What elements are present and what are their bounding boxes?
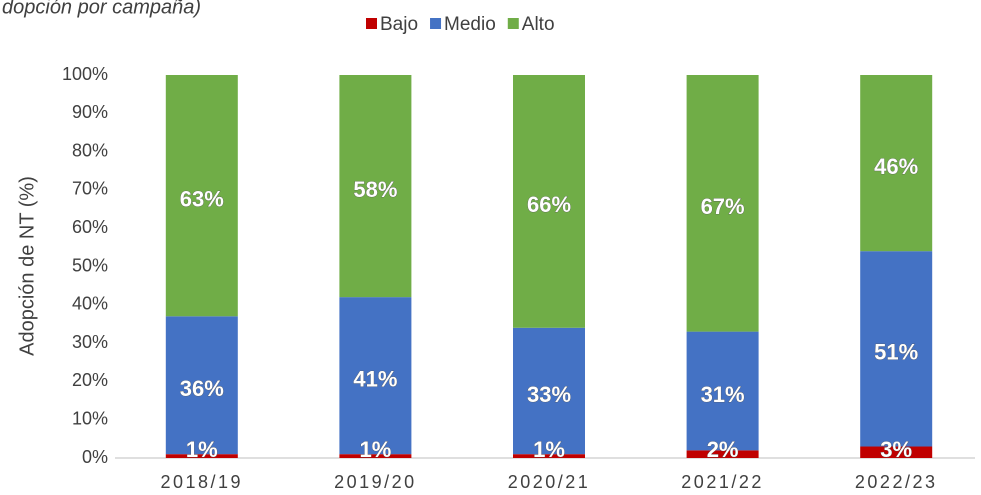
data-label: 41% [353,366,397,391]
bar-segment [686,331,759,451]
y-tick-label: 40% [72,294,108,314]
data-label: 66% [527,192,571,217]
y-tick-label: 20% [72,370,108,390]
bar-segment [165,454,238,458]
legend-label: Bajo [380,14,418,35]
data-label: 67% [701,194,745,219]
bar-segment [513,327,585,455]
bar-segment [339,454,412,458]
legend-label: Medio [444,14,496,35]
y-tick-label: 90% [72,102,108,122]
x-tick-label: 2018/19 [161,472,244,492]
y-tick-label: 0% [82,447,108,467]
bar-segment [860,75,933,252]
y-tick-label: 80% [72,140,108,160]
data-label: 63% [180,186,224,211]
x-tick-label: 2022/23 [855,472,938,492]
data-label: 1% [533,437,565,462]
y-tick-label: 10% [72,408,108,428]
data-label: 1% [186,437,218,462]
data-label: 3% [880,437,912,462]
data-label: 31% [701,382,745,407]
y-axis-label: Adopción de NT (%) [16,176,38,356]
y-tick-label: 30% [72,332,108,352]
data-label: 51% [874,340,918,365]
data-label: 33% [527,382,571,407]
chart-title: dopción por campaña) [2,0,201,18]
bar-segment [860,446,933,458]
data-label: 46% [874,154,918,179]
legend-swatch [430,18,442,29]
y-tick-label: 50% [72,255,108,275]
bar-segment [860,251,933,447]
bar-segment [165,316,238,455]
data-label: 1% [360,437,392,462]
bar-segment [686,75,759,332]
bar-segment [513,75,585,328]
y-tick-label: 100% [62,64,108,84]
legend-label: Alto [522,14,555,35]
bar-segment [165,75,238,317]
x-tick-label: 2019/20 [334,472,417,492]
legend-swatch [366,18,377,29]
bar-segment [513,454,585,458]
x-tick-label: 2021/22 [681,472,764,492]
bar-segment [686,450,759,458]
bar-segment [339,297,412,455]
bar-segment [339,75,412,298]
x-tick-label: 2020/21 [508,472,591,492]
data-label: 58% [353,177,397,202]
legend-swatch [507,18,519,29]
data-label: 36% [180,376,224,401]
y-tick-label: 60% [72,217,108,237]
data-label: 2% [707,437,739,462]
y-tick-label: 70% [72,179,108,199]
